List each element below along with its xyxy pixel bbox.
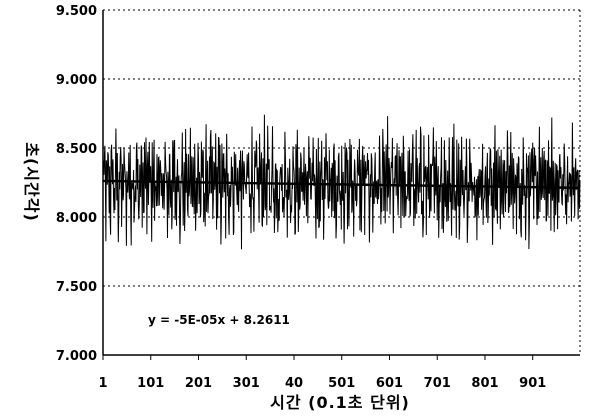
x-tick-label: 501 bbox=[328, 376, 355, 391]
x-axis-label: 시간 (0.1초 단위) bbox=[270, 393, 410, 412]
y-tick-label: 9.000 bbox=[56, 73, 97, 88]
x-tick-label: 101 bbox=[137, 376, 164, 391]
x-tick-label: 301 bbox=[233, 376, 260, 391]
x-tick-label: 201 bbox=[185, 376, 212, 391]
y-tick-label: 9.500 bbox=[56, 4, 97, 19]
x-tick-label: 1 bbox=[98, 376, 107, 391]
y-tick-label: 8.000 bbox=[56, 211, 97, 226]
x-tick-labels: 1 101 201 301 40 501 601 701 801 901 bbox=[98, 355, 546, 391]
x-tick-label: 801 bbox=[471, 376, 498, 391]
x-tick-label: 40 bbox=[285, 376, 303, 391]
trendline-equation: y = -5E-05x + 8.2611 bbox=[148, 313, 290, 327]
y-axis-label: 초(시간각) bbox=[22, 142, 41, 222]
x-tick-label: 701 bbox=[424, 376, 451, 391]
y-tick-label: 7.500 bbox=[56, 280, 97, 295]
y-tick-labels: 7.000 7.500 8.000 8.500 9.000 9.500 bbox=[56, 4, 97, 364]
x-tick-label: 601 bbox=[376, 376, 403, 391]
x-tick-label: 901 bbox=[519, 376, 546, 391]
y-tick-label: 7.000 bbox=[56, 349, 97, 364]
y-tick-label: 8.500 bbox=[56, 142, 97, 157]
